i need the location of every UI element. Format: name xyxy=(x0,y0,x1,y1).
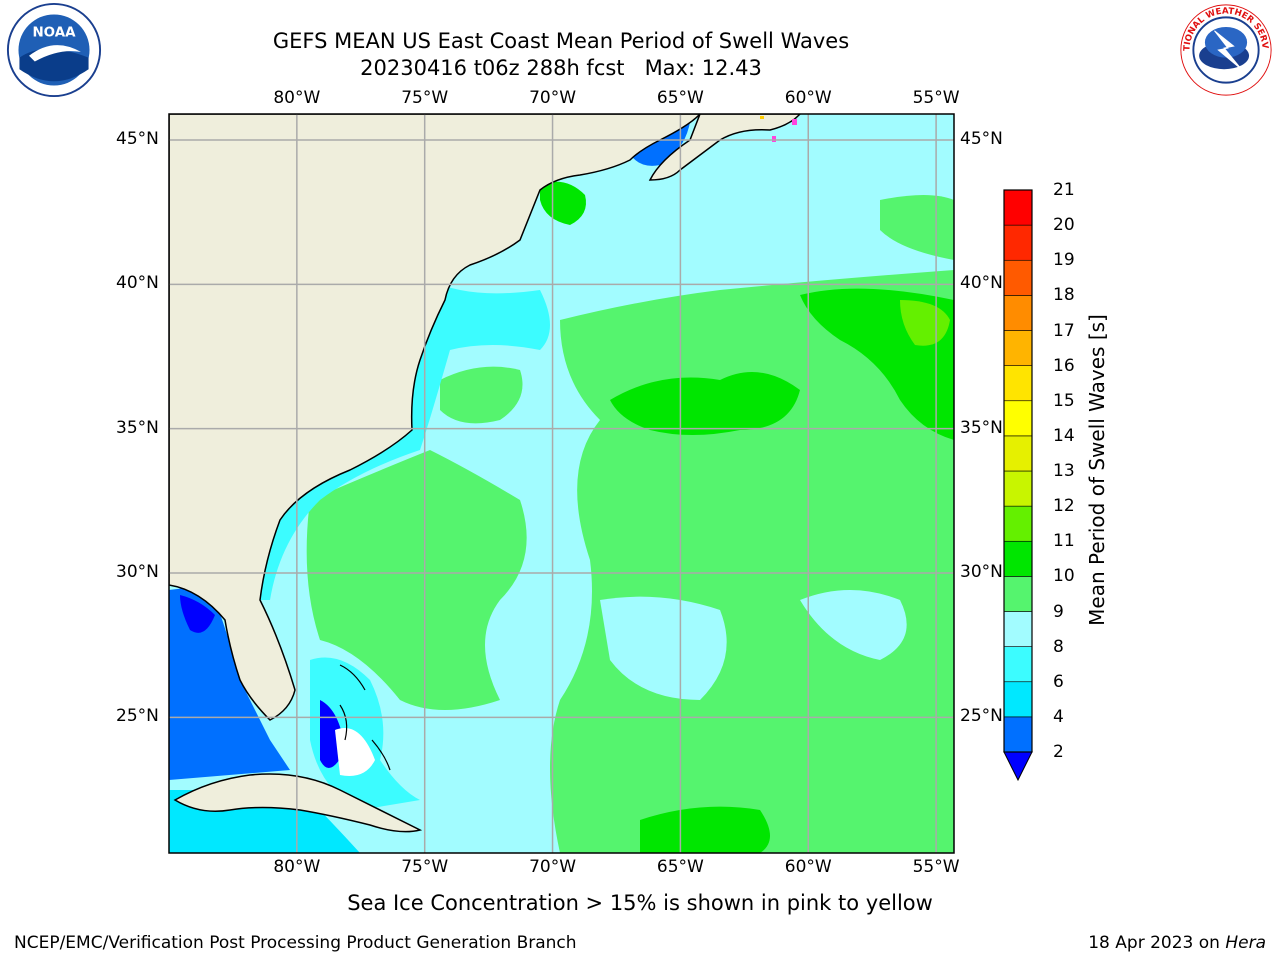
sea-ice-marker xyxy=(772,136,776,142)
colorbar-swatch xyxy=(1003,576,1033,612)
lon-tick-label: 70°W xyxy=(529,88,577,108)
colorbar-under-arrow xyxy=(1003,751,1033,782)
lat-tick-label: 45°N xyxy=(116,128,159,149)
lat-tick-label: 25°N xyxy=(960,706,1003,727)
map-graticule xyxy=(169,114,954,853)
colorbar-swatch xyxy=(1003,224,1033,261)
lat-tick-label: 30°N xyxy=(116,561,159,582)
colorbar-swatch xyxy=(1003,435,1033,472)
colorbar-tick-label: 9 xyxy=(1053,601,1064,622)
noaa-logo-icon: NOAA xyxy=(6,2,102,98)
colorbar-swatch xyxy=(1003,295,1033,331)
colorbar-swatch xyxy=(1003,259,1033,296)
colorbar-tick-label: 6 xyxy=(1053,671,1064,692)
colorbar-tick-label: 4 xyxy=(1053,706,1064,727)
colorbar-swatch xyxy=(1003,505,1033,542)
lon-tick-label: 55°W xyxy=(912,857,960,877)
noaa-logo-text: NOAA xyxy=(32,26,76,41)
colorbar-swatch xyxy=(1003,681,1033,718)
colorbar-swatch xyxy=(1003,365,1033,402)
sea-ice-note: Sea Ice Concentration > 15% is shown in … xyxy=(347,891,933,915)
colorbar-swatch xyxy=(1003,330,1033,366)
lat-tick-label: 35°N xyxy=(116,417,159,438)
lon-tick-label: 65°W xyxy=(656,857,704,877)
map-frame xyxy=(168,113,955,854)
colorbar-tick-label: 8 xyxy=(1053,636,1064,657)
colorbar-tick-label: 12 xyxy=(1053,496,1075,517)
colorbar-tick-label: 20 xyxy=(1053,215,1075,236)
zone-2-4s-gulf xyxy=(169,585,290,780)
footer-producer: NCEP/EMC/Verification Post Processing Pr… xyxy=(14,933,577,953)
footer-host: Hera xyxy=(1225,933,1266,953)
lat-tick-label: 25°N xyxy=(116,706,159,727)
colorbar-swatch xyxy=(1003,189,1033,226)
footer-date: 18 Apr 2023 on Hera xyxy=(1088,933,1266,953)
colorbar xyxy=(1003,189,1033,782)
lon-tick-label: 55°W xyxy=(912,88,960,108)
lat-tick-label: 35°N xyxy=(960,417,1003,438)
lon-tick-label: 60°W xyxy=(784,857,832,877)
footer-date-text: 18 Apr 2023 on xyxy=(1088,933,1226,953)
colorbar-title: Mean Period of Swell Waves [s] xyxy=(1085,314,1109,626)
lon-tick-label: 75°W xyxy=(401,857,449,877)
zone-10-11s xyxy=(610,372,800,435)
colorbar-tick-label: 2 xyxy=(1053,742,1064,762)
nws-logo-icon: NATIONAL WEATHER SERVICE xyxy=(1178,2,1272,96)
colorbar-swatch xyxy=(1003,470,1033,507)
colorbar-tick-label: 15 xyxy=(1053,390,1075,411)
colorbar-swatch xyxy=(1003,611,1033,647)
colorbar-swatch xyxy=(1003,540,1033,577)
lon-tick-label: 75°W xyxy=(401,88,449,108)
lon-tick-label: 70°W xyxy=(529,857,577,877)
lon-tick-label: 65°W xyxy=(656,88,704,108)
lat-tick-label: 40°N xyxy=(960,273,1003,294)
colorbar-tick-label: 21 xyxy=(1053,180,1075,200)
lat-tick-label: 30°N xyxy=(960,561,1003,582)
chart-title-line1: GEFS MEAN US East Coast Mean Period of S… xyxy=(272,29,850,53)
chart-title-line2: 20230416 t06z 288h fcst Max: 12.43 xyxy=(360,56,762,80)
zone-9-10s-west xyxy=(306,450,527,710)
colorbar-tick-label: 16 xyxy=(1053,355,1075,376)
lat-tick-label: 45°N xyxy=(960,128,1003,149)
colorbar-tick-label: 10 xyxy=(1053,566,1075,587)
colorbar-swatch xyxy=(1003,400,1033,437)
land-canada xyxy=(648,114,802,181)
lon-tick-label: 80°W xyxy=(273,88,321,108)
colorbar-tick-label: 14 xyxy=(1053,425,1075,446)
colorbar-tick-label: 13 xyxy=(1053,461,1075,481)
colorbar-frame xyxy=(1003,189,1033,753)
colorbar-tick-label: 19 xyxy=(1053,250,1075,271)
colorbar-tick-label: 17 xyxy=(1053,320,1075,341)
lon-tick-label: 60°W xyxy=(784,88,832,108)
lon-tick-label: 80°W xyxy=(273,857,321,877)
colorbar-tick-label: 18 xyxy=(1053,285,1075,306)
colorbar-swatch xyxy=(1003,716,1033,753)
colorbar-swatch xyxy=(1003,646,1033,683)
colorbar-tick-label: 11 xyxy=(1053,531,1075,552)
lat-tick-label: 40°N xyxy=(116,273,159,294)
